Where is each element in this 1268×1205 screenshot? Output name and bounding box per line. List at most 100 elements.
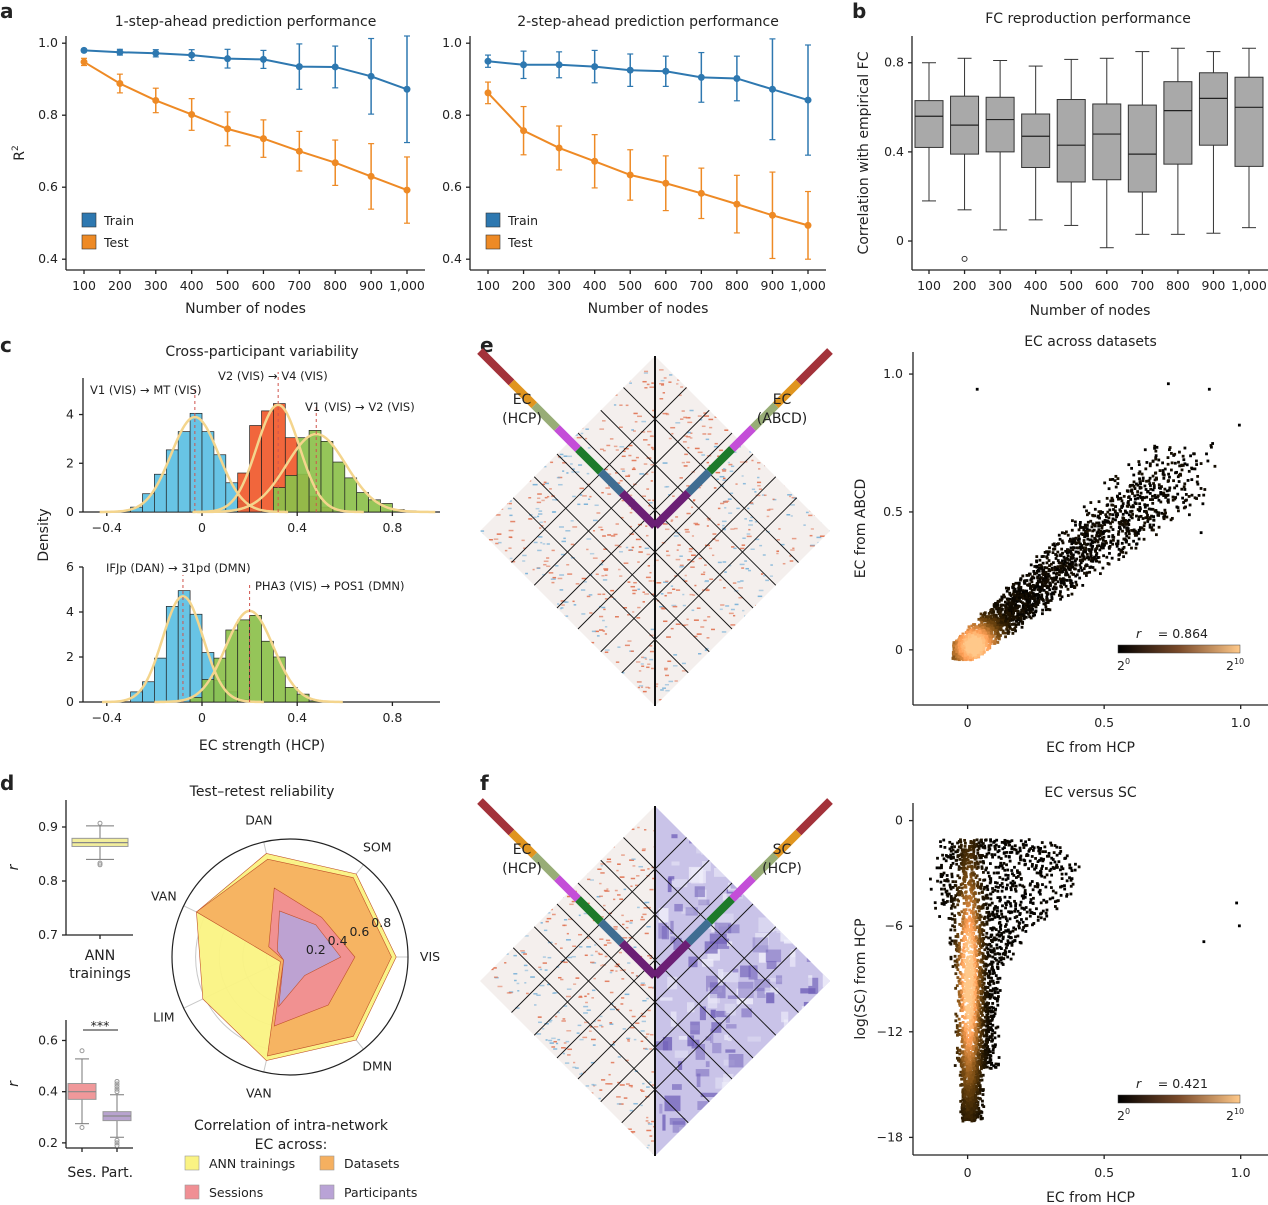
density-cell	[954, 652, 958, 655]
matrix-cell	[522, 816, 526, 819]
density-cell	[982, 645, 986, 649]
x-tick-label: 200	[953, 278, 977, 293]
matrix-cell	[641, 420, 647, 423]
density-cell	[1111, 535, 1115, 539]
panel-letter-d: d	[0, 771, 14, 795]
matrix-cell	[509, 500, 512, 502]
x-tick-label: 1,000	[389, 278, 425, 293]
matrix-cell	[694, 447, 700, 450]
matrix-cell	[629, 1109, 634, 1112]
density-cell	[1187, 513, 1191, 517]
y-tick-label: 0.8	[38, 873, 58, 888]
density-cell	[1182, 506, 1186, 510]
matrix-cell	[538, 510, 543, 512]
matrix-cell	[645, 1095, 650, 1098]
matrix-cell	[744, 692, 748, 694]
density-cell	[1199, 531, 1203, 535]
density-cell	[1068, 568, 1072, 571]
density-cell	[1012, 611, 1015, 615]
density-cell	[1034, 605, 1038, 609]
density-cell	[1076, 550, 1080, 554]
density-cell	[1069, 552, 1073, 555]
matrix-cell	[752, 657, 756, 660]
matrix-cell	[562, 1052, 565, 1055]
matrix-cell	[572, 841, 578, 843]
matrix-cell	[825, 630, 830, 633]
density-cell	[1049, 576, 1053, 580]
matrix-cell	[546, 495, 550, 498]
density-cell	[1164, 511, 1167, 515]
matrix-cell	[581, 577, 587, 580]
legend-swatch	[184, 1155, 200, 1171]
density-cell	[1096, 530, 1100, 534]
density-cell	[1061, 564, 1065, 568]
density-cell	[1071, 539, 1075, 543]
matrix-cell	[644, 473, 649, 475]
density-cell	[952, 650, 956, 654]
matrix-cell	[675, 623, 681, 625]
matrix-cell	[673, 535, 679, 537]
density-cell	[974, 639, 978, 643]
matrix-cell	[542, 398, 547, 401]
matrix-cell	[509, 594, 514, 597]
density-cell	[987, 623, 991, 627]
matrix-cell	[551, 581, 555, 584]
matrix-cell	[818, 409, 822, 412]
matrix-cell	[644, 356, 649, 358]
matrix-cell	[499, 443, 504, 445]
matrix-cell	[488, 1114, 492, 1117]
matrix-cell	[617, 863, 621, 865]
density-cell	[1085, 509, 1088, 513]
matrix-cell	[587, 1124, 593, 1126]
density-cell	[1139, 514, 1143, 518]
matrix-cell	[585, 1132, 591, 1134]
x-tick-label: 500	[1059, 278, 1083, 293]
matrix-cell	[777, 436, 782, 438]
density-cell	[982, 632, 986, 635]
matrix-cell	[796, 465, 799, 468]
matrix-cell	[823, 666, 829, 668]
matrix-cell	[786, 513, 791, 516]
matrix-cell	[821, 559, 826, 562]
density-cell	[1019, 600, 1023, 604]
y-tick-label: 0.9	[38, 819, 58, 834]
density-cell	[1105, 541, 1108, 545]
density-cell	[1099, 524, 1103, 527]
matrix-cell	[506, 689, 512, 691]
matrix-cell	[515, 1130, 520, 1132]
matrix-cell	[763, 660, 768, 662]
matrix-cell	[504, 391, 510, 394]
matrix-cell	[537, 822, 541, 825]
density-cell	[1187, 469, 1191, 473]
density-cell	[1065, 530, 1068, 534]
matrix-cell	[622, 923, 625, 926]
matrix-cell	[584, 1021, 589, 1024]
density-cell	[1078, 563, 1082, 567]
density-cell	[1143, 448, 1147, 452]
matrix-cell	[520, 901, 525, 903]
density-cell	[980, 630, 984, 634]
matrix-cell	[642, 380, 647, 383]
matrix-cell	[496, 1102, 500, 1104]
matrix-cell	[504, 953, 509, 955]
matrix-cell	[528, 497, 532, 499]
matrix-cell	[514, 441, 518, 444]
matrix-cell	[514, 478, 518, 480]
density-cell	[1069, 549, 1073, 553]
matrix-cell	[702, 433, 707, 435]
matrix-cell	[538, 527, 542, 529]
matrix-cell	[759, 638, 763, 640]
matrix-cell	[755, 444, 760, 447]
density-cell	[1002, 615, 1006, 619]
matrix-cell	[760, 602, 763, 604]
density-cell	[1041, 578, 1045, 582]
legend-swatch-train	[485, 212, 501, 228]
density-cell	[984, 625, 988, 629]
density-cell	[1153, 493, 1157, 497]
matrix-cell	[803, 489, 807, 491]
matrix-cell	[743, 684, 748, 686]
network-color-bar	[575, 446, 604, 475]
matrix-cell	[808, 396, 811, 399]
matrix-cell	[625, 926, 629, 929]
density-cell	[1008, 627, 1012, 630]
